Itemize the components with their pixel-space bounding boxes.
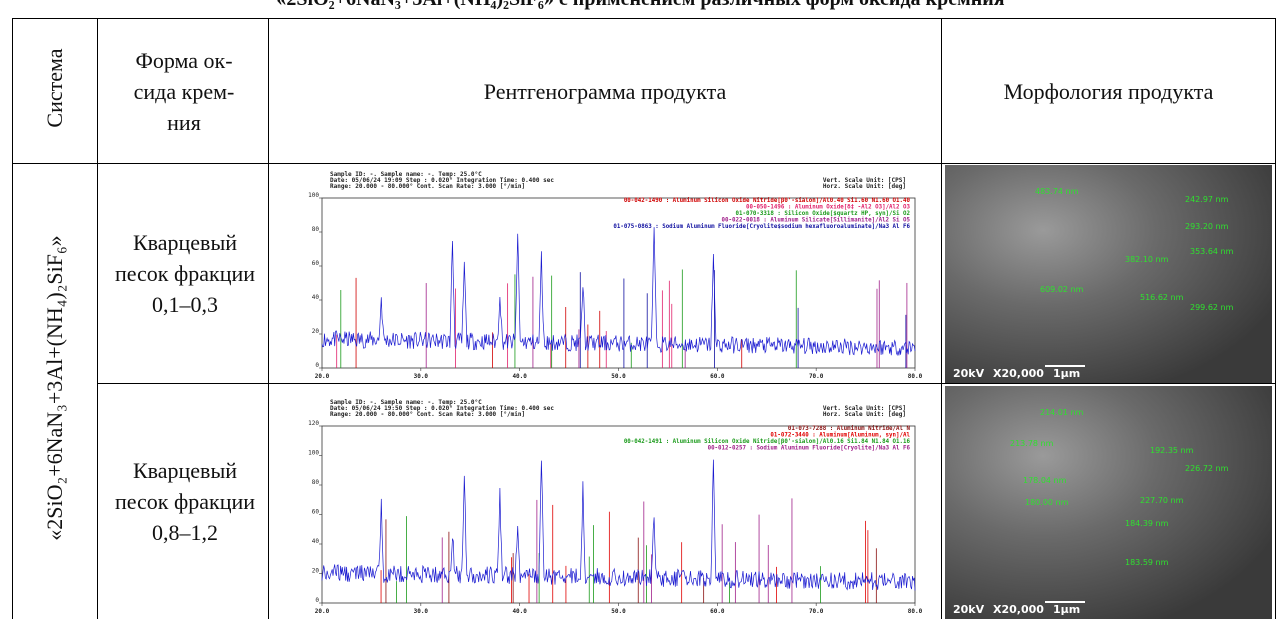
xrd-header: Date: 05/06/24 19:50 Step : 0.020° Integ… bbox=[330, 405, 554, 412]
sem-measure: 382.10 nm bbox=[1125, 255, 1169, 264]
xrd-header: Range: 20.000 - 80.000° Cont. Scan Rate:… bbox=[330, 183, 525, 190]
sem-measure: 183.59 nm bbox=[1125, 558, 1169, 567]
xrd-unit: Vert. Scale Unit: [CPS] bbox=[823, 405, 906, 412]
scale-bar bbox=[1045, 365, 1085, 367]
sem-footer: 1μm bbox=[1053, 367, 1081, 380]
form-cell: Кварцевый песок фрак­ции 0,8–1,2 bbox=[114, 458, 256, 545]
x-tick-label: 70.0 bbox=[809, 373, 824, 380]
y-tick-label: 40 bbox=[312, 538, 320, 545]
x-tick-label: 50.0 bbox=[611, 608, 626, 615]
xrd-pattern bbox=[321, 459, 916, 591]
sem-measure: 299.62 nm bbox=[1190, 303, 1234, 312]
sem-measure: 609.02 nm bbox=[1040, 285, 1084, 294]
x-tick-label: 60.0 bbox=[710, 608, 725, 615]
legend-entry: 01-073-7288 : Aluminum Nitride/Al N bbox=[788, 426, 911, 432]
x-tick-label: 20.0 bbox=[315, 373, 330, 380]
sem-footer: 20kV bbox=[953, 367, 985, 380]
sem-measure: 184.39 nm bbox=[1125, 519, 1169, 528]
sem-measure: 192.35 nm bbox=[1150, 446, 1194, 455]
header-cell: Система bbox=[42, 48, 67, 128]
legend-entry: 00-042-1491 : Aluminum Silicon Oxide Nit… bbox=[624, 439, 911, 445]
x-tick-label: 40.0 bbox=[512, 608, 527, 615]
sem-measure: 483.74 nm bbox=[1035, 187, 1079, 196]
y-tick-label: 60 bbox=[312, 509, 320, 516]
sem-measure: 213.78 nm bbox=[1010, 439, 1054, 448]
sem-footer: X20,000 bbox=[993, 603, 1044, 616]
xrd-unit: Horz. Scale Unit: [deg] bbox=[823, 183, 906, 190]
scale-bar bbox=[1045, 601, 1085, 603]
sem-measure: 180.00 nm bbox=[1025, 498, 1069, 507]
sem-measure: 293.20 nm bbox=[1185, 222, 1229, 231]
table-border bbox=[12, 18, 1276, 19]
system-cell: «2SiO₂+6NaN₃+3Al+(NH₄)₂SiF₆» bbox=[42, 235, 67, 541]
y-tick-label: 60 bbox=[312, 260, 320, 267]
sem-measure: 353.64 nm bbox=[1190, 247, 1234, 256]
y-tick-label: 80 bbox=[312, 226, 320, 233]
xrd-header: Date: 05/06/24 19:09 Step : 0.020° Integ… bbox=[330, 177, 554, 184]
xrd-unit: Vert. Scale Unit: [CPS] bbox=[823, 177, 906, 184]
legend-entry: 00-042-1490 : Aluminum Silicon Oxide Nit… bbox=[624, 198, 911, 204]
legend-entry: 00-022-0018 : Aluminum Silicate[Silliman… bbox=[722, 218, 911, 224]
sem-measure: 214.01 nm bbox=[1040, 408, 1084, 417]
sem-image: 214.01 nm 213.78 nm 192.35 nm 226.72 nm 178.… bbox=[945, 386, 1272, 619]
xrd-header: Range: 20.000 - 80.000° Cont. Scan Rate:… bbox=[330, 411, 525, 418]
x-tick-label: 70.0 bbox=[809, 608, 824, 615]
table-border bbox=[941, 18, 942, 619]
x-tick-label: 30.0 bbox=[414, 608, 429, 615]
y-tick-label: 100 bbox=[308, 450, 319, 457]
x-tick-label: 60.0 bbox=[710, 373, 725, 380]
legend-entry: 01-072-3440 : Aluminum[Aluminum, syn]/Al bbox=[770, 433, 910, 439]
y-tick-label: 100 bbox=[308, 192, 319, 199]
xrd-chart: Sample ID: -. Sample name: -. Temp: 25.0… bbox=[308, 399, 923, 615]
xrd-pattern bbox=[321, 227, 916, 357]
table-border bbox=[97, 383, 1276, 384]
table-border bbox=[1275, 18, 1276, 619]
x-tick-label: 40.0 bbox=[512, 373, 527, 380]
sem-footer: 20kV bbox=[953, 603, 985, 616]
y-tick-label: 0 bbox=[315, 362, 319, 369]
y-tick-label: 20 bbox=[312, 328, 320, 335]
sem-image: 483.74 nm 242.97 nm 293.20 nm 382.10 nm 353.… bbox=[945, 165, 1272, 383]
xrd-header: Sample ID: -. Sample name: -. Temp: 25.0… bbox=[330, 171, 482, 178]
y-tick-label: 40 bbox=[312, 294, 320, 301]
x-tick-label: 20.0 bbox=[315, 608, 330, 615]
sem-footer: 1μm bbox=[1053, 603, 1081, 616]
header-cell: Форма ок­сида крем­ния bbox=[133, 47, 235, 135]
sem-measure: 178.04 nm bbox=[1023, 476, 1067, 485]
legend-entry: 01-075-0863 : Sodium Aluminum Fluoride[C… bbox=[613, 224, 910, 230]
table-border bbox=[97, 18, 98, 619]
sem-measure: 516.62 nm bbox=[1140, 293, 1184, 302]
y-tick-label: 120 bbox=[308, 420, 319, 427]
legend-entry: 00-012-0257 : Sodium Aluminum Fluoride[C… bbox=[708, 446, 911, 452]
legend-entry: 00-050-1496 : Aluminum Oxide[δ‡ -Al2 O3]… bbox=[746, 205, 911, 211]
y-tick-label: 80 bbox=[312, 479, 320, 486]
form-cell: Кварцевый песок фрак­ции 0,1–0,3 bbox=[114, 230, 256, 317]
x-tick-label: 80.0 bbox=[908, 373, 923, 380]
xrd-unit: Horz. Scale Unit: [deg] bbox=[823, 411, 906, 418]
xrd-chart: Sample ID: -. Sample name: -. Temp: 25.0… bbox=[308, 171, 923, 380]
sem-measure: 227.70 nm bbox=[1140, 496, 1184, 505]
table-border bbox=[12, 18, 13, 619]
header-cell: Рентгенограмма продукта bbox=[483, 78, 727, 104]
sem-measure: 226.72 nm bbox=[1185, 464, 1229, 473]
header-cell: Морфология продукта bbox=[1003, 78, 1214, 104]
x-tick-label: 50.0 bbox=[611, 373, 626, 380]
x-tick-label: 30.0 bbox=[414, 373, 429, 380]
doc-title: «2SiO₂+6NaN₃+3Al+(NH₄)₂SiF₆» с применени… bbox=[0, 0, 1281, 11]
xrd-header: Sample ID: -. Sample name: -. Temp: 25.0… bbox=[330, 399, 482, 406]
table-border bbox=[12, 163, 1276, 164]
table-border bbox=[268, 18, 269, 619]
y-tick-label: 20 bbox=[312, 568, 320, 575]
legend-entry: 01-070-3318 : Silicon Oxide[$quartz HP, … bbox=[735, 211, 910, 217]
sem-measure: 242.97 nm bbox=[1185, 195, 1229, 204]
x-tick-label: 80.0 bbox=[908, 608, 923, 615]
y-tick-label: 0 bbox=[315, 597, 319, 604]
sem-footer: X20,000 bbox=[993, 367, 1044, 380]
